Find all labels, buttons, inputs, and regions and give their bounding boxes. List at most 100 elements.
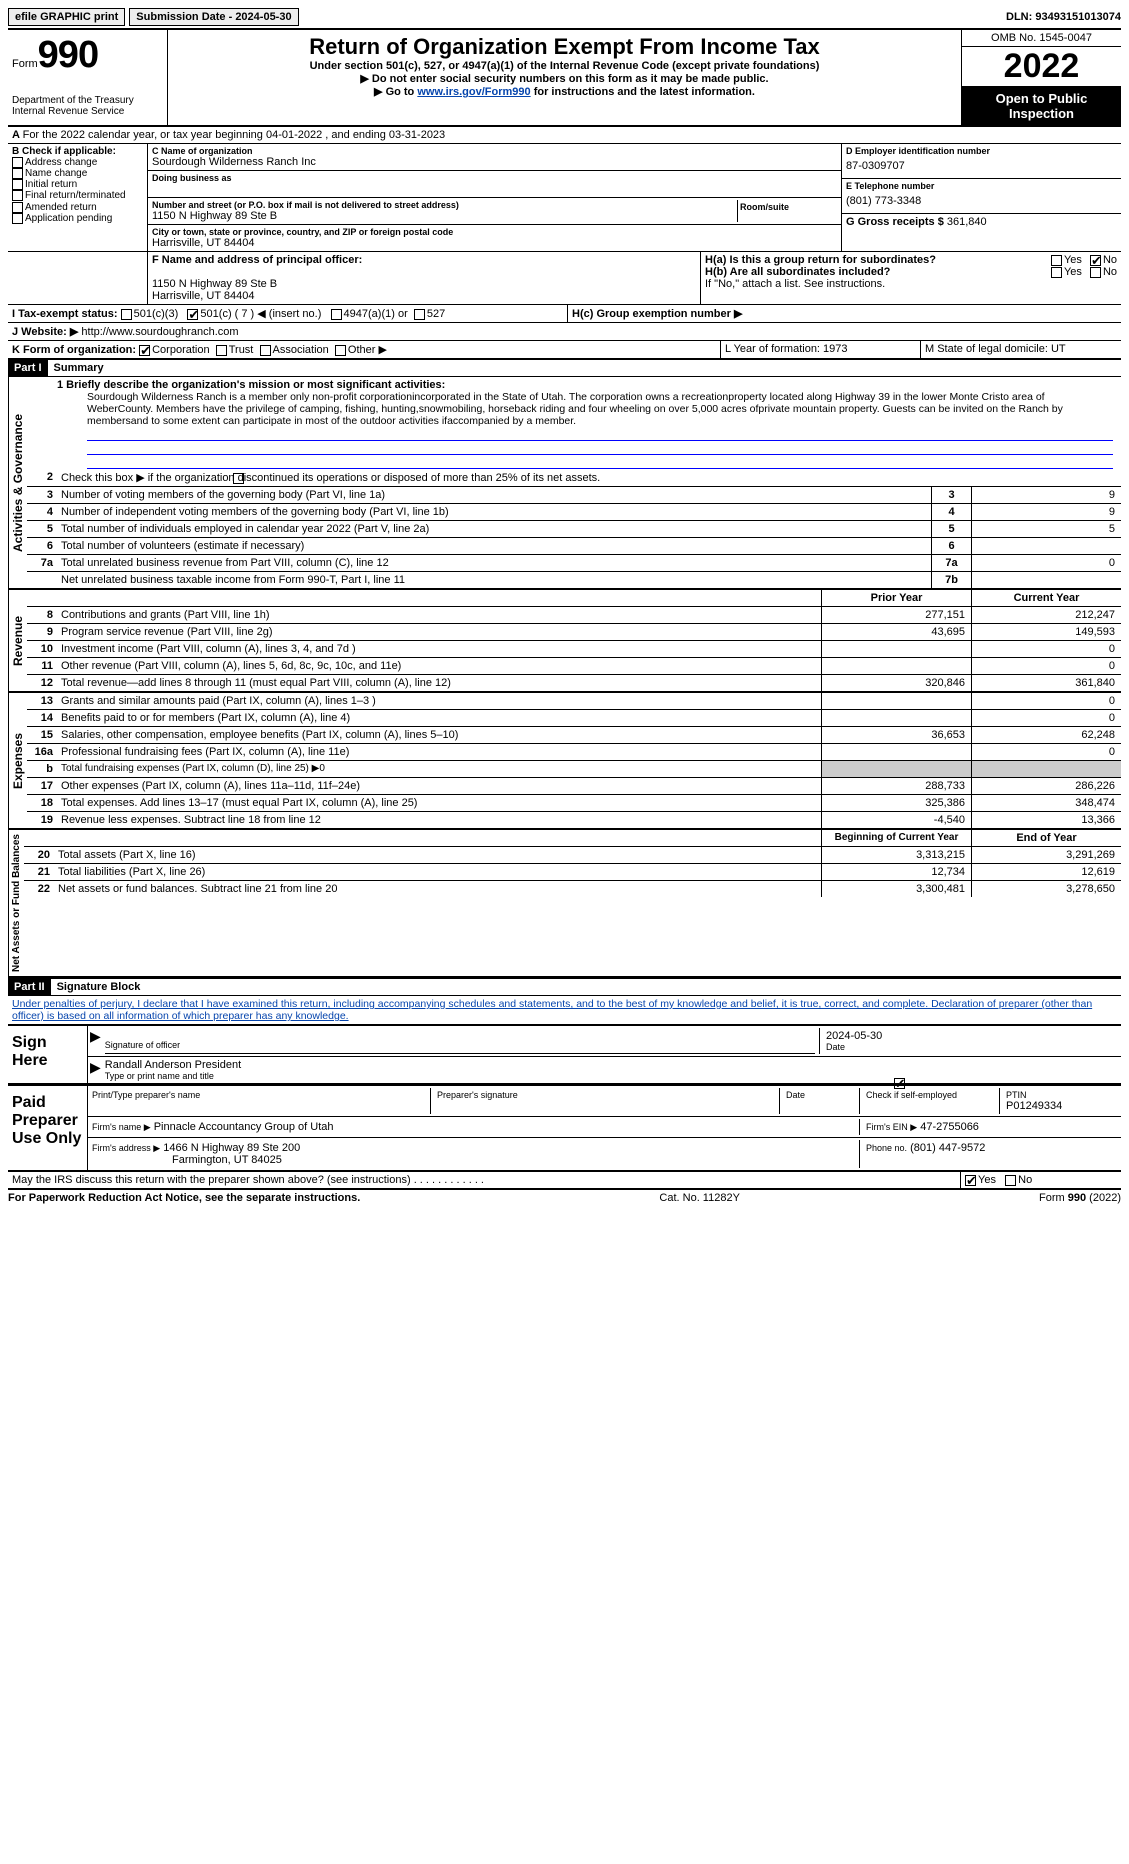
- prep-date-lbl: Date: [779, 1088, 859, 1114]
- v4: 9: [971, 504, 1121, 520]
- firm-city: Farmington, UT 84025: [172, 1154, 857, 1166]
- k-trust[interactable]: [216, 345, 227, 356]
- l20: Total assets (Part X, line 16): [54, 847, 821, 863]
- part2-title: Signature Block: [51, 979, 147, 995]
- part2-hdr: Part II Signature Block: [8, 978, 1121, 996]
- v3: 9: [971, 487, 1121, 503]
- discuss: May the IRS discuss this return with the…: [12, 1174, 411, 1186]
- p16b: [821, 761, 971, 777]
- form-number: 990: [38, 34, 98, 77]
- k-other[interactable]: [335, 345, 346, 356]
- gross: 361,840: [947, 216, 987, 228]
- irs-link[interactable]: www.irs.gov/Form990: [417, 86, 530, 98]
- c19: 13,366: [971, 812, 1121, 828]
- cb-amended[interactable]: [12, 202, 23, 213]
- top-bar: efile GRAPHIC print Submission Date - 20…: [8, 8, 1121, 26]
- p18: 325,386: [821, 795, 971, 811]
- go1: ▶ Go to: [374, 86, 417, 98]
- k-assoc[interactable]: [260, 345, 271, 356]
- declaration: Under penalties of perjury, I declare th…: [8, 996, 1121, 1025]
- p16a: [821, 744, 971, 760]
- city-lbl: City or town, state or province, country…: [152, 227, 837, 237]
- discuss-row: May the IRS discuss this return with the…: [8, 1172, 1121, 1189]
- ha-yes[interactable]: [1051, 255, 1062, 266]
- v5: 5: [971, 521, 1121, 537]
- c20: 3,291,269: [971, 847, 1121, 863]
- submission-btn[interactable]: Submission Date - 2024-05-30: [129, 8, 298, 26]
- l9: Program service revenue (Part VIII, line…: [57, 624, 821, 640]
- paid-prep: Paid Preparer Use Only: [8, 1086, 88, 1170]
- v7a: 0: [971, 555, 1121, 571]
- l3: Number of voting members of the governin…: [57, 487, 931, 503]
- v6: [971, 538, 1121, 554]
- firm-ein: 47-2755066: [920, 1121, 979, 1133]
- l2: Check this box ▶ if the organization dis…: [61, 472, 600, 484]
- l15: Salaries, other compensation, employee b…: [57, 727, 821, 743]
- p11: [821, 658, 971, 674]
- l14: Benefits paid to or for members (Part IX…: [57, 710, 821, 726]
- l12: Total revenue—add lines 8 through 11 (mu…: [57, 675, 821, 691]
- cb-final[interactable]: [12, 190, 23, 201]
- i-527[interactable]: [414, 309, 425, 320]
- c9: 149,593: [971, 624, 1121, 640]
- phone: (801) 773-3348: [846, 191, 1117, 211]
- l6: Total number of volunteers (estimate if …: [57, 538, 931, 554]
- i-4947[interactable]: [331, 309, 342, 320]
- l7b: Net unrelated business taxable income fr…: [57, 572, 931, 588]
- hb-no[interactable]: [1090, 267, 1101, 278]
- l18: Total expenses. Add lines 13–17 (must eq…: [57, 795, 821, 811]
- p12: 320,846: [821, 675, 971, 691]
- cb-address[interactable]: [12, 157, 23, 168]
- addr-lbl: Number and street (or P.O. box if mail i…: [152, 200, 737, 210]
- form-header: Form 990 Department of the Treasury Inte…: [8, 28, 1121, 127]
- hb2: If "No," attach a list. See instructions…: [705, 278, 1117, 290]
- cb-initial[interactable]: [12, 179, 23, 190]
- cy: Current Year: [971, 590, 1121, 606]
- col-b: B Check if applicable: Address change Na…: [8, 144, 148, 251]
- klm-row: K Form of organization: Corporation Trus…: [8, 341, 1121, 359]
- cb-name[interactable]: [12, 168, 23, 179]
- cb-pending[interactable]: [12, 213, 23, 224]
- c11: 0: [971, 658, 1121, 674]
- irs: Internal Revenue Service: [12, 106, 163, 117]
- l16a: Professional fundraising fees (Part IX, …: [57, 744, 821, 760]
- j-lbl: J Website: ▶: [12, 326, 78, 338]
- i-501c3[interactable]: [121, 309, 132, 320]
- k-corp[interactable]: [139, 345, 150, 356]
- v7b: [971, 572, 1121, 588]
- ha-no[interactable]: [1090, 255, 1101, 266]
- hc: H(c) Group exemption number ▶: [572, 308, 742, 320]
- discuss-no[interactable]: [1005, 1175, 1016, 1186]
- form-prefix: Form: [12, 58, 38, 70]
- p10: [821, 641, 971, 657]
- sig-officer-lbl: Signature of officer: [105, 1040, 815, 1050]
- l19: Revenue less expenses. Subtract line 18 …: [57, 812, 821, 828]
- arrow-icon: ▶: [90, 1028, 101, 1054]
- firm-name: Pinnacle Accountancy Group of Utah: [154, 1121, 334, 1133]
- addr: 1150 N Highway 89 Ste B: [152, 210, 737, 222]
- l17: Other expenses (Part IX, column (A), lin…: [57, 778, 821, 794]
- l5: Total number of individuals employed in …: [57, 521, 931, 537]
- firm-ein-lbl: Firm's EIN ▶: [866, 1122, 917, 1132]
- pra: For Paperwork Reduction Act Notice, see …: [8, 1192, 360, 1204]
- part1-hdr: Part I Summary: [8, 359, 1121, 377]
- k-lbl: K Form of organization:: [12, 344, 136, 356]
- hb-yes[interactable]: [1051, 267, 1062, 278]
- l16b: Total fundraising expenses (Part IX, col…: [57, 761, 821, 777]
- entity-grid: B Check if applicable: Address change Na…: [8, 144, 1121, 252]
- p20: 3,313,215: [821, 847, 971, 863]
- efile-btn[interactable]: efile GRAPHIC print: [8, 8, 125, 26]
- l13: Grants and similar amounts paid (Part IX…: [57, 693, 821, 709]
- cb-self-emp[interactable]: [894, 1078, 905, 1089]
- py: Prior Year: [821, 590, 971, 606]
- decl-link[interactable]: Under penalties of perjury, I declare th…: [12, 998, 1092, 1022]
- ha: H(a) Is this a group return for subordin…: [705, 254, 1051, 266]
- room-lbl: Room/suite: [740, 202, 835, 212]
- l2-cb[interactable]: [233, 473, 244, 484]
- c17: 286,226: [971, 778, 1121, 794]
- g-lbl: G Gross receipts $: [846, 216, 944, 228]
- i-501c[interactable]: [187, 309, 198, 320]
- sign-here: Sign Here: [8, 1026, 88, 1083]
- e-lbl: E Telephone number: [846, 181, 1117, 191]
- discuss-yes[interactable]: [965, 1175, 976, 1186]
